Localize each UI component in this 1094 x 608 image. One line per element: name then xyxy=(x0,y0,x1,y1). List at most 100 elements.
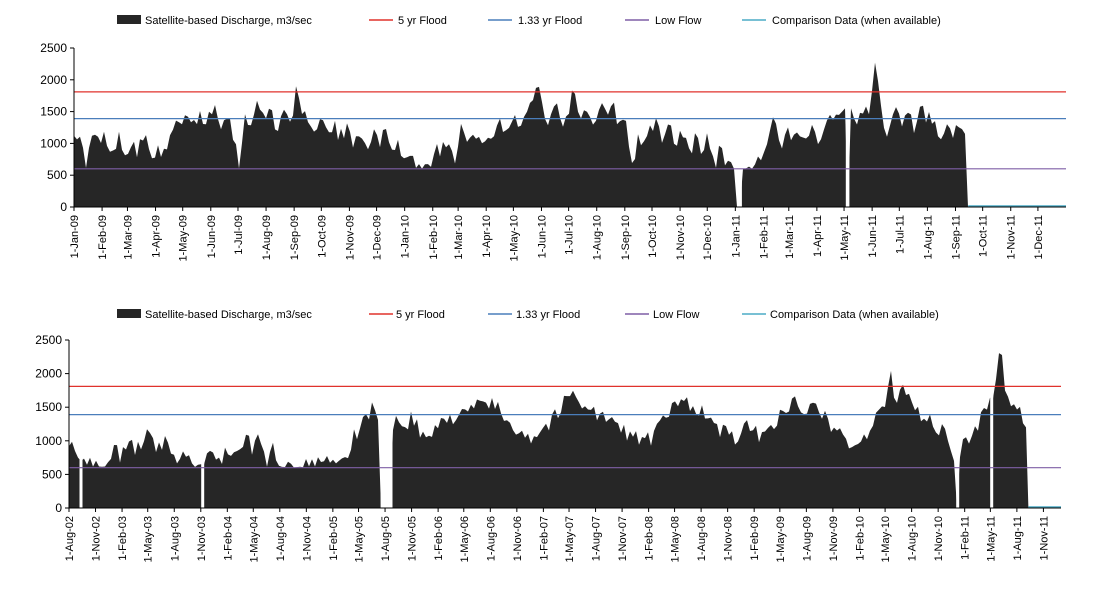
x-tick-label: 1-May-10 xyxy=(508,215,520,261)
legend-label: Satellite-based Discharge, m3/sec xyxy=(145,309,312,321)
x-tick-label: 1-Nov-09 xyxy=(828,516,840,561)
legend-label: Low Flow xyxy=(653,309,700,321)
y-tick-label: 2500 xyxy=(40,41,67,55)
x-tick-label: 1-Dec-10 xyxy=(702,215,714,260)
discharge-area xyxy=(69,353,1029,508)
x-tick-label: 1-Apr-10 xyxy=(481,215,493,258)
x-tick-label: 1-Jan-10 xyxy=(400,215,412,258)
x-tick-label: 1-Mar-10 xyxy=(453,215,465,260)
x-tick-label: 1-Aug-09 xyxy=(261,215,273,260)
x-tick-label: 1-Nov-07 xyxy=(617,516,629,561)
x-tick-label: 1-Aug-08 xyxy=(696,516,708,561)
x-tick-label: 1-Nov-03 xyxy=(196,516,208,561)
legend-label: Comparison Data (when available) xyxy=(772,15,941,27)
x-tick-label: 1-May-09 xyxy=(775,516,787,562)
x-tick-label: 1-Jun-09 xyxy=(206,215,218,258)
x-tick-label: 1-Mar-11 xyxy=(784,215,796,259)
legend-label: 1.33 yr Flood xyxy=(518,15,582,27)
x-tick-label: 1-May-08 xyxy=(670,516,682,562)
x-tick-label: 1-Sep-10 xyxy=(620,215,632,260)
x-tick-label: 1-Sep-09 xyxy=(289,215,301,260)
x-tick-label: 1-Feb-11 xyxy=(960,516,972,560)
x-tick-label: 1-Feb-05 xyxy=(328,516,340,561)
chart-2002-2011: Satellite-based Discharge, m3/sec 5 yr Fl… xyxy=(35,309,1061,562)
y-tick-label: 2500 xyxy=(35,333,62,347)
x-tick-label: 1-Jun-10 xyxy=(537,215,549,258)
chart-2009-2011: Satellite-based Discharge, m3/sec 5 yr Fl… xyxy=(40,15,1066,261)
y-tick-label: 1000 xyxy=(40,136,67,150)
x-tick-label: 1-Aug-03 xyxy=(169,516,181,561)
x-tick-label: 1-Aug-06 xyxy=(485,516,497,561)
data-gap xyxy=(79,340,83,508)
x-tick-label: 1-Aug-02 xyxy=(64,516,76,561)
legend-swatch-discharge xyxy=(117,309,141,318)
x-tick-label: 1-Feb-06 xyxy=(433,516,445,561)
x-tick-label: 1-Jan-09 xyxy=(69,215,81,258)
x-tick-label: 1-Dec-11 xyxy=(1033,215,1045,259)
x-tick-label: 1-Feb-11 xyxy=(758,215,770,259)
x-tick-label: 1-Dec-09 xyxy=(372,215,384,260)
x-tick-label: 1-May-11 xyxy=(839,215,851,261)
discharge-area xyxy=(74,62,969,207)
x-tick-label: 1-Oct-09 xyxy=(316,215,328,258)
y-tick-label: 1000 xyxy=(35,434,62,448)
x-tick-label: 1-May-09 xyxy=(178,215,190,261)
y-tick-label: 1500 xyxy=(35,400,62,414)
x-tick-label: 1-Nov-06 xyxy=(512,516,524,561)
data-gap xyxy=(201,340,205,508)
x-tick-label: 1-Nov-10 xyxy=(933,516,945,561)
legend: Satellite-based Discharge, m3/sec 5 yr Fl… xyxy=(117,15,941,27)
x-tick-label: 1-Mar-09 xyxy=(123,215,135,260)
x-tick-label: 1-Apr-11 xyxy=(812,215,824,257)
x-tick-label: 1-Feb-10 xyxy=(854,516,866,561)
y-tick-label: 2000 xyxy=(40,73,67,87)
x-tick-label: 1-Nov-09 xyxy=(344,215,356,260)
x-tick-label: 1-Feb-04 xyxy=(222,516,234,561)
y-tick-label: 0 xyxy=(60,200,67,214)
legend: Satellite-based Discharge, m3/sec 5 yr Fl… xyxy=(117,309,939,321)
legend-label: Satellite-based Discharge, m3/sec xyxy=(145,15,312,27)
x-tick-label: 1-Jun-11 xyxy=(867,215,879,258)
x-tick-label: 1-Aug-09 xyxy=(801,516,813,561)
data-gap xyxy=(845,48,850,207)
legend-label: 5 yr Flood xyxy=(396,309,445,321)
x-tick-label: 1-Nov-02 xyxy=(91,516,103,561)
data-gap xyxy=(380,340,390,508)
x-tick-label: 1-Feb-09 xyxy=(97,215,109,260)
x-tick-label: 1-Aug-07 xyxy=(591,516,603,561)
x-tick-label: 1-Nov-11 xyxy=(1038,516,1050,560)
x-tick-label: 1-Nov-10 xyxy=(675,215,687,260)
x-tick-label: 1-May-05 xyxy=(354,516,366,562)
x-tick-label: 1-Jan-11 xyxy=(730,215,742,258)
x-tick-label: 1-Nov-05 xyxy=(407,516,419,561)
y-tick-label: 500 xyxy=(47,168,67,182)
x-tick-label: 1-Nov-04 xyxy=(301,516,313,561)
x-tick-label: 1-May-10 xyxy=(880,516,892,562)
x-tick-label: 1-Aug-10 xyxy=(907,516,919,561)
y-tick-label: 500 xyxy=(42,467,62,481)
x-tick-label: 1-Feb-10 xyxy=(428,215,440,260)
x-tick-label: 1-Aug-11 xyxy=(1012,516,1024,560)
x-tick-label: 1-May-11 xyxy=(985,516,997,562)
x-tick-label: 1-Oct-10 xyxy=(647,215,659,258)
x-tick-label: 1-Jul-11 xyxy=(894,215,906,254)
legend-label: Low Flow xyxy=(655,15,702,27)
legend-label: 1.33 yr Flood xyxy=(516,309,580,321)
x-tick-label: 1-Aug-11 xyxy=(922,215,934,259)
x-tick-label: 1-Aug-04 xyxy=(275,516,287,561)
x-tick-label: 1-Aug-10 xyxy=(592,215,604,260)
x-tick-label: 1-Nov-11 xyxy=(1006,215,1018,259)
x-tick-label: 1-Jul-09 xyxy=(233,215,245,255)
legend-label: 5 yr Flood xyxy=(398,15,447,27)
legend-label: Comparison Data (when available) xyxy=(770,309,939,321)
y-tick-label: 1500 xyxy=(40,105,67,119)
x-tick-label: 1-Oct-11 xyxy=(978,215,990,257)
data-gap xyxy=(738,48,742,207)
x-tick-label: 1-May-03 xyxy=(143,516,155,562)
x-tick-label: 1-May-04 xyxy=(248,516,260,562)
y-tick-label: 2000 xyxy=(35,367,62,381)
x-tick-label: 1-May-06 xyxy=(459,516,471,562)
data-gap xyxy=(990,340,994,508)
x-tick-label: 1-Feb-03 xyxy=(117,516,129,561)
